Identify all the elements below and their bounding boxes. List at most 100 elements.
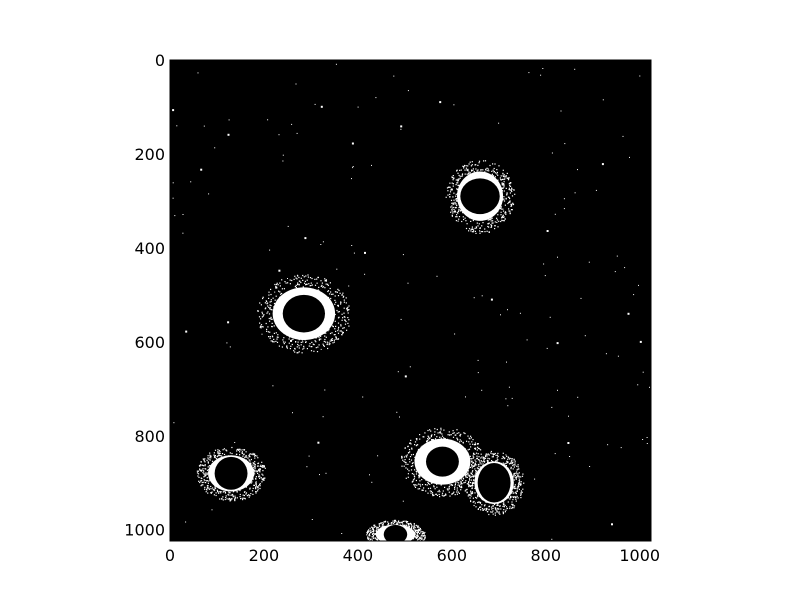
halo-dot [270, 316, 272, 318]
halo-dot [507, 468, 509, 470]
halo-dot [413, 526, 415, 528]
halo-dot [505, 509, 507, 511]
halo-dot [415, 473, 418, 475]
halo-dot [416, 530, 418, 532]
halo-dot [509, 493, 511, 495]
halo-dot [503, 463, 505, 465]
halo-dot [471, 487, 473, 489]
halo-dot [470, 479, 473, 481]
halo-dot [210, 457, 212, 459]
halo-dot [459, 188, 461, 190]
halo-dot [240, 457, 242, 459]
halo-dot [429, 490, 431, 492]
halo-dot [491, 453, 493, 455]
speckle [563, 208, 565, 210]
halo-dot [407, 446, 409, 448]
speckle [324, 389, 326, 391]
halo-dot [430, 430, 432, 432]
x-tick-label: 600 [437, 546, 468, 565]
halo-dot [450, 188, 452, 190]
halo-dot [458, 216, 461, 218]
cell-1 [445, 160, 516, 234]
halo-dot [336, 291, 338, 293]
halo-dot [502, 208, 504, 210]
halo-dot [472, 443, 474, 445]
halo-dot [504, 504, 506, 506]
halo-dot [455, 195, 457, 197]
halo-dot [513, 507, 515, 509]
halo-dot [488, 217, 490, 219]
halo-dot [419, 475, 421, 477]
halo-dot [218, 492, 220, 494]
halo-dot [404, 447, 406, 449]
halo-dot [406, 524, 408, 526]
halo-dot [449, 434, 451, 436]
halo-dot [380, 528, 382, 530]
halo-dot [257, 310, 259, 312]
halo-dot [484, 457, 487, 459]
halo-dot [368, 537, 370, 539]
halo-dot [409, 456, 412, 458]
halo-dot [288, 338, 290, 340]
halo-dot [284, 333, 286, 335]
halo-dot [477, 453, 479, 455]
halo-dot [275, 285, 277, 287]
halo-dot [480, 506, 482, 508]
halo-dot [513, 486, 516, 488]
halo-dot [415, 524, 417, 526]
halo-dot [255, 478, 257, 480]
y-tick-label: 200 [134, 145, 165, 164]
halo-dot [216, 456, 218, 458]
halo-dot [337, 305, 339, 307]
speckle [402, 500, 404, 502]
halo-dot [259, 477, 261, 479]
halo-dot [479, 494, 481, 496]
speckle [351, 178, 352, 180]
halo-dot [330, 311, 333, 313]
halo-dot [332, 307, 334, 309]
halo-dot [212, 465, 214, 467]
halo-dot [408, 523, 410, 525]
halo-dot [492, 213, 494, 215]
halo-dot [368, 530, 370, 532]
speckle [569, 456, 571, 457]
halo-dot [521, 491, 523, 493]
halo-dot [287, 332, 289, 335]
halo-dot [514, 462, 516, 464]
halo-dot [456, 432, 458, 434]
halo-dot [498, 511, 500, 513]
halo-dot [337, 322, 340, 324]
halo-dot [215, 463, 217, 465]
halo-dot [446, 187, 449, 189]
halo-dot [458, 191, 460, 193]
halo-dot [467, 179, 469, 181]
halo-dot [489, 218, 491, 221]
halo-dot [410, 529, 412, 531]
halo-dot [503, 216, 505, 218]
speckle [400, 125, 403, 128]
halo-dot [483, 459, 485, 461]
halo-dot [217, 449, 219, 451]
halo-dot [478, 495, 481, 498]
halo-dot [473, 500, 475, 503]
halo-dot [323, 332, 325, 334]
cell-3 [196, 446, 266, 502]
halo-dot [410, 465, 412, 467]
halo-dot [506, 507, 508, 509]
halo-dot [484, 171, 486, 173]
halo-dot [482, 169, 484, 171]
halo-dot [267, 331, 269, 333]
halo-dot [327, 290, 330, 292]
halo-dot [496, 504, 498, 506]
halo-dot [503, 200, 506, 202]
halo-dot [474, 442, 476, 444]
halo-dot [475, 464, 477, 466]
halo-dot [485, 509, 487, 511]
halo-dot [434, 434, 436, 436]
halo-dot [234, 497, 236, 499]
halo-dot [496, 171, 498, 174]
halo-dot [517, 468, 519, 470]
halo-dot [333, 312, 335, 314]
halo-dot [500, 179, 502, 181]
halo-dot [474, 474, 476, 476]
